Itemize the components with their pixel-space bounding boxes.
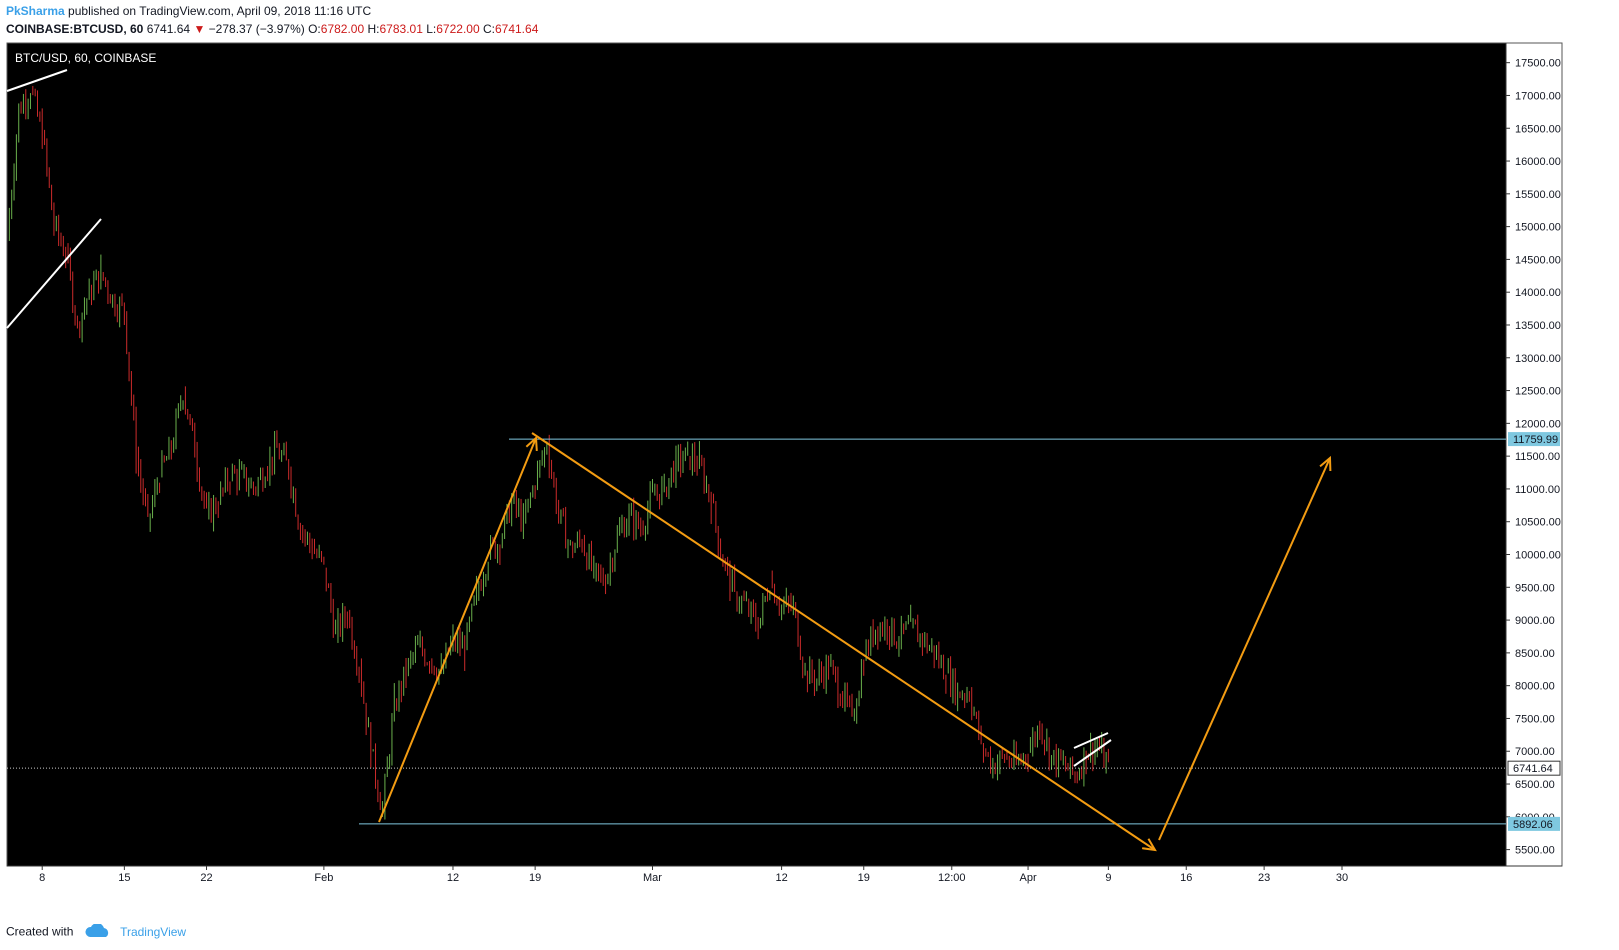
y-tick-label: 11500.00 xyxy=(1515,451,1560,463)
price-label: 5892.06 xyxy=(1513,819,1553,831)
x-tick-label: 12:00 xyxy=(938,872,966,884)
symbol-interval: COINBASE:BTCUSD, 60 xyxy=(6,22,144,36)
y-tick-label: 14000.00 xyxy=(1515,287,1561,299)
y-tick-label: 14500.00 xyxy=(1515,254,1561,266)
x-tick-label: 22 xyxy=(200,872,212,884)
chart-title: BTC/USD, 60, COINBASE xyxy=(15,51,156,65)
y-tick-label: 5500.00 xyxy=(1515,845,1555,857)
author-name[interactable]: PkSharma xyxy=(6,4,65,18)
y-tick-label: 11000.00 xyxy=(1515,484,1560,496)
y-tick-label: 16500.00 xyxy=(1515,123,1561,135)
close-value: 6741.64 xyxy=(494,22,539,36)
published-text: published on TradingView.com, April 09, … xyxy=(68,4,372,18)
open-label: O: xyxy=(308,22,321,36)
price-label: 11759.99 xyxy=(1513,434,1558,446)
publish-info: PkSharma published on TradingView.com, A… xyxy=(6,4,371,18)
y-tick-label: 8500.00 xyxy=(1515,648,1555,660)
low-label: L: xyxy=(426,22,437,36)
y-tick-label: 10500.00 xyxy=(1515,517,1561,529)
last-price: 6741.64 xyxy=(146,22,191,36)
y-tick-label: 17000.00 xyxy=(1515,90,1561,102)
x-tick-label: 15 xyxy=(118,872,130,884)
x-tick-label: Apr xyxy=(1019,872,1036,884)
x-tick-label: 19 xyxy=(529,872,541,884)
created-with-text: Created with xyxy=(6,924,74,939)
y-tick-label: 7500.00 xyxy=(1515,713,1555,725)
low-value: 6722.00 xyxy=(436,22,480,36)
orange-arrow-line xyxy=(1158,457,1331,841)
y-tick-label: 6500.00 xyxy=(1515,779,1555,791)
white-trendlines xyxy=(6,69,1112,767)
x-tick-label: 19 xyxy=(858,872,870,884)
price-label: 6741.64 xyxy=(1513,763,1553,775)
down-arrow-icon: ▼ xyxy=(193,22,206,36)
y-tick-label: 15500.00 xyxy=(1515,189,1561,201)
plot-background xyxy=(7,43,1506,866)
price-label-box xyxy=(1507,760,1561,776)
orange-arrowhead xyxy=(525,435,538,452)
x-tick-label: 8 xyxy=(39,872,45,884)
orange-arrow-line xyxy=(531,432,1156,851)
x-tick-label: 23 xyxy=(1258,872,1270,884)
open-value: 6782.00 xyxy=(320,22,365,36)
y-tick-label: 9000.00 xyxy=(1515,615,1555,627)
high-label: H: xyxy=(367,22,380,36)
ohlc-line: COINBASE:BTCUSD, 60 6741.64 ▼ −278.37 (−… xyxy=(6,22,538,36)
price-chart[interactable]: BTC/USD, 60, COINBASE5500.006000.006500.… xyxy=(0,0,1619,920)
orange-arrowhead xyxy=(1319,455,1332,472)
orange-arrow-line xyxy=(378,437,537,823)
y-tick-label: 13500.00 xyxy=(1515,320,1561,332)
price-axis-background xyxy=(1506,43,1562,866)
y-tick-label: 17500.00 xyxy=(1515,58,1561,70)
x-tick-label: 16 xyxy=(1180,872,1192,884)
price-label-box xyxy=(1508,816,1560,831)
y-tick-label: 8000.00 xyxy=(1515,681,1555,693)
white-trendline xyxy=(1073,739,1112,767)
y-tick-label: 10000.00 xyxy=(1515,550,1561,562)
y-tick-label: 12000.00 xyxy=(1515,418,1561,430)
x-tick-label: 30 xyxy=(1336,872,1348,884)
white-trendline xyxy=(6,69,68,92)
footer: Created with TradingView xyxy=(6,923,187,941)
price-change: −278.37 (−3.97%) xyxy=(208,22,305,36)
orange-arrows xyxy=(378,432,1332,852)
y-tick-label: 13000.00 xyxy=(1515,353,1561,365)
white-trendline xyxy=(6,218,102,329)
price-label-box xyxy=(1508,432,1560,447)
x-tick-label: 12 xyxy=(775,872,787,884)
y-tick-label: 16000.00 xyxy=(1515,156,1561,168)
tradingview-brand[interactable]: TradingView xyxy=(120,924,187,939)
x-tick-label: Feb xyxy=(314,872,333,884)
y-tick-label: 15000.00 xyxy=(1515,222,1561,234)
high-value: 6783.01 xyxy=(379,22,423,36)
x-tick-label: 12 xyxy=(447,872,459,884)
y-tick-label: 7000.00 xyxy=(1515,746,1555,758)
x-tick-label: Mar xyxy=(643,872,662,884)
white-trendline xyxy=(1073,732,1109,749)
x-tick-label: 9 xyxy=(1105,872,1111,884)
tradingview-logo-icon xyxy=(85,923,111,941)
y-tick-label: 9500.00 xyxy=(1515,582,1555,594)
orange-arrowhead xyxy=(1141,838,1157,852)
close-label: C: xyxy=(482,22,495,36)
y-tick-label: 12500.00 xyxy=(1515,386,1561,398)
